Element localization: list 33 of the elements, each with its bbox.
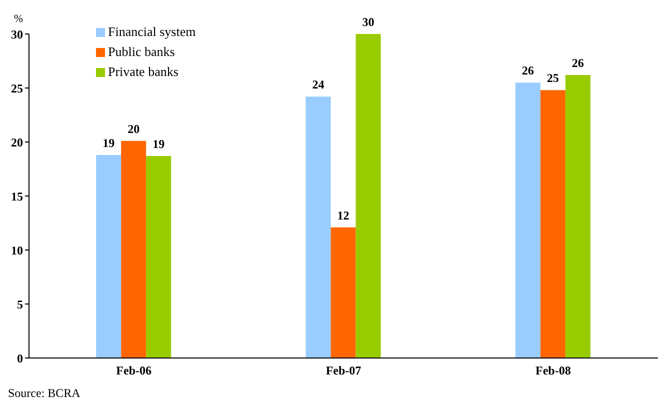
data-label: 19 [152,137,165,152]
data-label: 26 [522,64,534,78]
y-tick-label: 25 [11,81,23,96]
bar [515,82,540,358]
legend-label: Public banks [108,43,175,61]
y-tick-label: 10 [11,243,23,258]
bar [356,34,381,358]
source-note: Source: BCRA [8,386,82,401]
bar [330,227,356,358]
y-tick-label: 0 [17,351,23,366]
x-tick-label: Feb-07 [326,364,362,378]
data-label: 12 [337,208,350,222]
y-axis-title: % [14,13,24,25]
y-tick-label: 30 [11,27,23,42]
data-label: 26 [572,56,584,70]
bar [306,96,331,358]
bar [96,154,122,358]
y-tick-label: 20 [11,135,23,150]
bar [540,90,566,358]
bar [146,156,172,358]
data-label: 25 [546,71,559,86]
x-tick-label: Feb-06 [116,364,152,378]
data-label: 19 [102,136,115,150]
bar [121,140,146,358]
legend-label: Financial system [108,23,196,41]
legend-label: Private banks [108,63,178,81]
y-tick-label: 15 [11,189,23,204]
data-label: 20 [128,122,140,136]
y-tick-label: 5 [17,297,23,312]
x-tick-label: Feb-08 [536,364,571,378]
bar [565,75,590,358]
data-label: 30 [362,15,374,29]
data-label: 24 [312,78,324,92]
